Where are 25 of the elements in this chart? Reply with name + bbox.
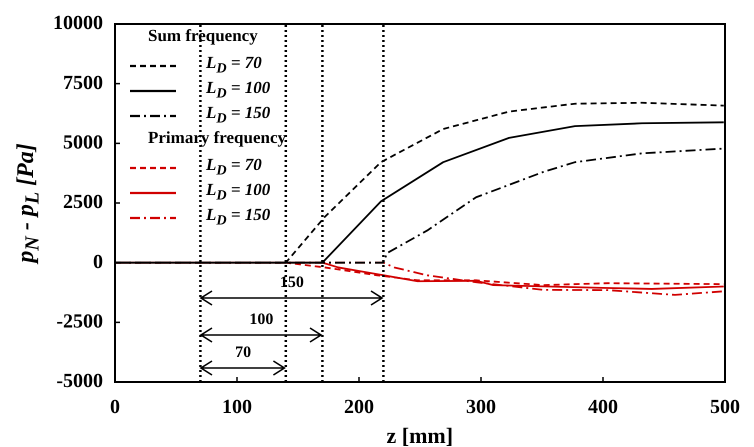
y-tick-label: -5000: [56, 370, 103, 392]
annotation: Sum frequency: [147, 26, 259, 47]
x-tick-label: 0: [110, 396, 120, 418]
x-tick-label: 400: [588, 396, 618, 418]
legend-label: L$_{D}$ = 70: [206, 155, 262, 179]
legend-label: L$_{D}$ = 100: [206, 180, 270, 204]
y-tick-label: 2500: [63, 191, 103, 214]
legend-label: L$_{D}$ = 100: [206, 78, 270, 102]
x-tick-label: 200: [344, 396, 374, 418]
legend-label: L$_{D}$ = 150: [206, 103, 270, 127]
y-tick-label: 5000: [63, 132, 103, 154]
annotation: Primary frequency: [147, 128, 286, 149]
annotation: 150: [280, 274, 304, 292]
x-tick-label: 300: [466, 396, 496, 418]
annotation: 70: [235, 344, 252, 362]
y-tick-label: 10000: [53, 12, 103, 34]
x-axis-title: z [mm]: [386, 423, 454, 447]
annotation: 100: [249, 311, 274, 329]
legend-label: L$_{D}$ = 150: [206, 205, 270, 229]
y-tick-label: 7500: [63, 72, 103, 94]
y-tick-label: 0: [93, 250, 103, 273]
x-tick-label: 100: [222, 396, 252, 418]
legend-label: L$_{D}$ = 70: [206, 53, 262, 77]
y-tick-label: -2500: [56, 310, 103, 333]
x-tick-label: 500: [710, 396, 740, 418]
